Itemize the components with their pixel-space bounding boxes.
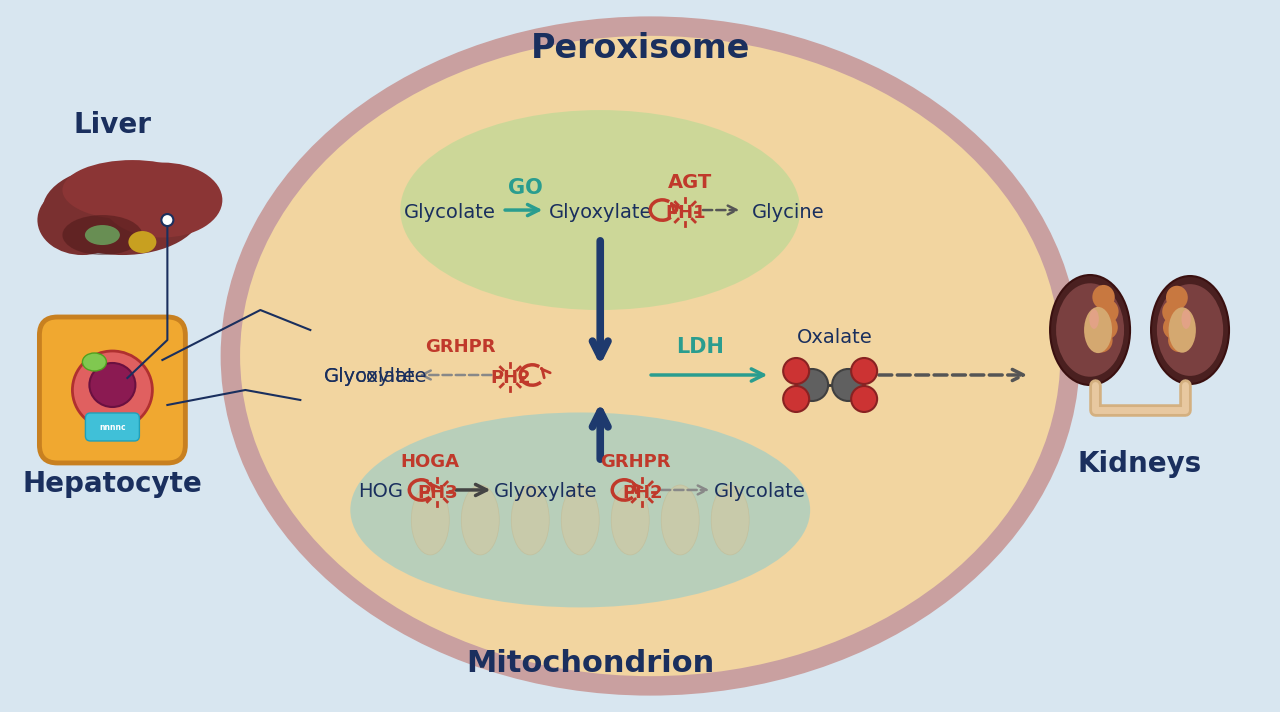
Ellipse shape: [73, 351, 152, 429]
Text: AGT: AGT: [668, 172, 713, 192]
Ellipse shape: [90, 363, 136, 407]
Ellipse shape: [461, 485, 499, 555]
Text: Glycolate: Glycolate: [324, 367, 416, 387]
Ellipse shape: [128, 231, 156, 253]
Text: Glycolate: Glycolate: [714, 483, 806, 501]
Ellipse shape: [1096, 299, 1119, 323]
Text: Glyoxylate: Glyoxylate: [324, 367, 428, 387]
Text: Peroxisome: Peroxisome: [530, 32, 750, 65]
Text: GRHPR: GRHPR: [600, 453, 671, 471]
Ellipse shape: [1056, 283, 1124, 377]
Text: LDH: LDH: [676, 337, 724, 357]
Ellipse shape: [1181, 310, 1190, 329]
Text: Mitochondrion: Mitochondrion: [466, 649, 714, 678]
Ellipse shape: [712, 485, 749, 555]
Ellipse shape: [82, 353, 106, 371]
Ellipse shape: [401, 110, 800, 310]
Circle shape: [783, 358, 809, 384]
Text: GO: GO: [508, 178, 543, 198]
Ellipse shape: [1169, 308, 1196, 352]
Ellipse shape: [1166, 286, 1188, 310]
Ellipse shape: [1169, 328, 1190, 352]
Ellipse shape: [1096, 315, 1117, 340]
Text: Hepatocyte: Hepatocyte: [23, 470, 202, 498]
Ellipse shape: [102, 162, 223, 238]
FancyBboxPatch shape: [86, 413, 140, 441]
Text: Glyoxylate: Glyoxylate: [494, 483, 596, 501]
Ellipse shape: [63, 160, 202, 220]
Circle shape: [832, 369, 864, 401]
Text: nnnnc: nnnnc: [99, 424, 125, 432]
Ellipse shape: [1164, 315, 1185, 340]
Text: PH2: PH2: [490, 369, 531, 387]
Circle shape: [851, 358, 877, 384]
Ellipse shape: [42, 165, 202, 255]
Text: Liver: Liver: [73, 111, 151, 139]
Ellipse shape: [230, 26, 1070, 686]
Circle shape: [796, 369, 828, 401]
Ellipse shape: [1084, 307, 1112, 353]
Text: Glyoxylate: Glyoxylate: [549, 202, 652, 221]
Text: Oxalate: Oxalate: [797, 328, 873, 347]
Text: HOG: HOG: [358, 483, 403, 501]
Text: GRHPR: GRHPR: [425, 338, 495, 356]
Ellipse shape: [1050, 275, 1130, 385]
Text: HOGA: HOGA: [401, 453, 460, 471]
Text: PH2: PH2: [622, 484, 663, 502]
Ellipse shape: [351, 412, 810, 607]
Circle shape: [161, 214, 173, 226]
Ellipse shape: [1151, 276, 1229, 384]
Circle shape: [851, 386, 877, 412]
Ellipse shape: [1162, 300, 1184, 324]
Ellipse shape: [1157, 284, 1224, 376]
Ellipse shape: [37, 185, 128, 255]
Ellipse shape: [411, 485, 449, 555]
Ellipse shape: [662, 485, 699, 555]
Ellipse shape: [1089, 309, 1098, 329]
Text: Kidneys: Kidneys: [1078, 450, 1202, 478]
Ellipse shape: [1092, 285, 1115, 309]
Text: Glycine: Glycine: [751, 202, 824, 221]
Ellipse shape: [1091, 328, 1112, 352]
Circle shape: [783, 386, 809, 412]
Ellipse shape: [511, 485, 549, 555]
FancyBboxPatch shape: [40, 317, 186, 463]
Text: Glycolate: Glycolate: [404, 202, 497, 221]
Ellipse shape: [612, 485, 649, 555]
Text: PH1: PH1: [664, 204, 705, 222]
Text: PH3: PH3: [417, 484, 457, 502]
Ellipse shape: [63, 215, 142, 255]
Ellipse shape: [561, 485, 599, 555]
Ellipse shape: [84, 225, 120, 245]
